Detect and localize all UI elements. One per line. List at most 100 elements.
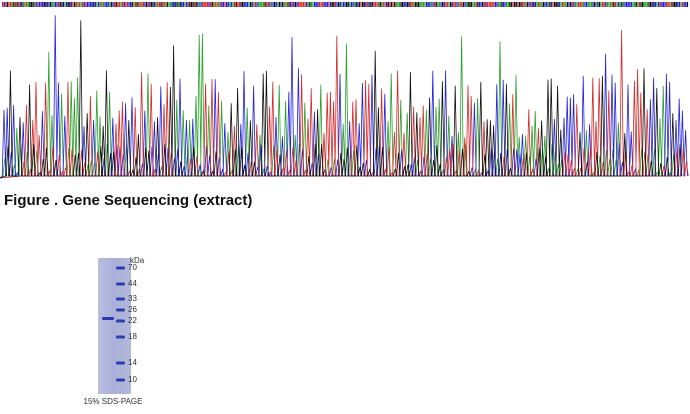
base-letter xyxy=(354,2,356,7)
base-letter xyxy=(480,2,482,7)
base-letter xyxy=(592,2,594,7)
base-letter xyxy=(267,2,269,7)
base-letter xyxy=(190,2,193,7)
base-letter xyxy=(394,2,396,7)
base-letter xyxy=(422,2,425,7)
base-letter xyxy=(603,2,605,7)
base-letter xyxy=(21,2,23,7)
base-letter xyxy=(522,2,524,7)
base-letter xyxy=(107,2,109,7)
base-letter xyxy=(520,2,522,7)
base-letter xyxy=(478,2,481,7)
base-letter xyxy=(102,2,105,7)
base-letter xyxy=(339,2,341,7)
base-letter xyxy=(208,2,210,7)
base-letter xyxy=(130,2,132,7)
base-letter xyxy=(115,2,117,7)
base-letter xyxy=(474,2,476,7)
base-letter xyxy=(104,2,106,7)
base-letter xyxy=(347,2,349,7)
base-letter xyxy=(669,2,671,7)
marker-label: 10 xyxy=(128,375,137,384)
base-letter xyxy=(14,2,17,7)
base-letter xyxy=(411,2,413,7)
base-letter xyxy=(624,2,626,7)
base-letter xyxy=(539,2,541,7)
base-letter xyxy=(502,2,505,7)
base-letter xyxy=(178,2,180,7)
base-letter xyxy=(405,2,407,7)
base-letter xyxy=(109,2,111,7)
marker-label: 33 xyxy=(128,294,137,303)
base-letter xyxy=(19,2,21,7)
base-letter xyxy=(197,2,199,7)
base-letter xyxy=(445,2,447,7)
ladder-band xyxy=(116,266,125,270)
base-letter xyxy=(461,2,463,7)
base-letter xyxy=(126,2,129,7)
base-letter xyxy=(264,2,266,7)
base-letter xyxy=(174,2,177,7)
base-letter xyxy=(227,2,229,7)
base-letter xyxy=(168,2,170,7)
base-letter xyxy=(37,2,39,7)
base-letter xyxy=(578,2,580,7)
base-letter xyxy=(240,2,242,7)
base-letter xyxy=(110,2,113,7)
base-letter xyxy=(34,2,36,7)
ladder-band xyxy=(116,335,125,339)
base-letter xyxy=(294,2,297,7)
marker-label: 70 xyxy=(128,263,137,272)
base-letter xyxy=(677,2,679,7)
base-letter xyxy=(384,2,386,7)
base-letter xyxy=(61,2,63,7)
base-letter xyxy=(442,2,444,7)
base-letter xyxy=(272,2,274,7)
ladder-band xyxy=(116,361,125,365)
base-letter xyxy=(242,2,244,7)
base-letter xyxy=(186,2,188,7)
base-letter xyxy=(302,2,305,7)
base-letter xyxy=(341,2,343,7)
base-letter xyxy=(645,2,647,7)
base-letter xyxy=(429,2,431,7)
base-letter xyxy=(597,2,599,7)
base-letter xyxy=(317,2,319,7)
base-letter xyxy=(544,2,546,7)
base-letter xyxy=(606,2,609,7)
base-letter xyxy=(667,2,669,7)
base-letter xyxy=(176,2,178,7)
base-letter xyxy=(219,2,221,7)
base-letter xyxy=(51,2,53,7)
base-letter xyxy=(138,2,140,7)
base-letter xyxy=(93,2,95,7)
base-letter xyxy=(179,2,181,7)
base-letter xyxy=(99,2,101,7)
base-letter xyxy=(464,2,466,7)
base-letter xyxy=(499,2,501,7)
base-letter xyxy=(646,2,649,7)
base-letter xyxy=(13,2,15,7)
base-letter xyxy=(542,2,545,7)
base-letter xyxy=(664,2,666,7)
base-letter xyxy=(403,2,405,7)
base-letter xyxy=(27,2,29,7)
base-letter xyxy=(29,2,31,7)
base-letter xyxy=(288,2,290,7)
base-letter xyxy=(658,2,660,7)
base-letter xyxy=(203,2,205,7)
base-letter xyxy=(157,2,159,7)
base-letter xyxy=(232,2,234,7)
base-letter xyxy=(30,2,33,7)
base-letter xyxy=(322,2,324,7)
base-letter xyxy=(46,2,49,7)
base-letter xyxy=(398,2,401,7)
base-letter xyxy=(491,2,493,7)
base-letter xyxy=(674,2,676,7)
base-letter xyxy=(573,2,575,7)
base-letter xyxy=(550,2,553,7)
base-letter xyxy=(630,2,633,7)
base-letter xyxy=(395,2,397,7)
base-letter xyxy=(546,2,548,7)
